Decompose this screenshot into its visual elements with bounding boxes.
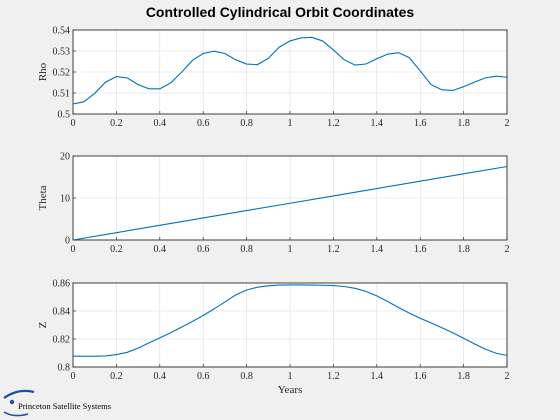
company-logo: Princeton Satellite Systems <box>3 389 111 417</box>
y-tick-label: 0.82 <box>53 335 71 346</box>
x-tick-label: 0.4 <box>154 371 167 382</box>
x-tick-label: 0.2 <box>110 244 123 255</box>
orbit-swoosh-icon-lower <box>3 411 29 417</box>
orbit-swoosh-icon <box>3 389 35 399</box>
x-tick-label: 0.2 <box>110 118 123 129</box>
figure-title: Controlled Cylindrical Orbit Coordinates <box>146 4 415 20</box>
y-tick-label: 0.84 <box>53 307 71 318</box>
x-tick-label: 2 <box>505 118 510 129</box>
y-axis-label: Rho <box>37 62 49 81</box>
x-tick-label: 1.8 <box>457 118 470 129</box>
x-tick-label: 0.6 <box>197 244 210 255</box>
x-tick-label: 1.4 <box>371 244 384 255</box>
x-tick-label: 0 <box>71 244 76 255</box>
series-line-1 <box>73 284 508 357</box>
y-axis-label: Theta <box>37 185 49 210</box>
x-axis-label: Years <box>278 384 303 396</box>
y-tick-label: 0.54 <box>53 26 71 37</box>
series-line-1 <box>72 36 508 105</box>
company-name: Princeton Satellite Systems <box>18 401 111 411</box>
x-tick-label: 0.8 <box>240 244 253 255</box>
x-tick-label: 0.4 <box>154 244 167 255</box>
x-tick-label: 0.6 <box>197 118 210 129</box>
subplot-3: 0 0.2 0.4 0.6 0.8 1 1.2 1.4 1.6 1.8 2 0.8 0.82 0.84 0.… <box>37 279 510 397</box>
x-tick-label: 2 <box>505 244 510 255</box>
x-tick-label: 0.8 <box>240 118 253 129</box>
subplots: 0 0.2 0.4 0.6 0.8 1 1.2 1.4 1.6 1.8 2 0.5 0.51 0.52 0.… <box>37 26 510 397</box>
subplot-1: 0 0.2 0.4 0.6 0.8 1 1.2 1.4 1.6 1.8 2 0.5 0.51 0.52 0.… <box>37 26 510 130</box>
y-tick-label: 0.5 <box>58 110 71 121</box>
x-tick-label: 1.2 <box>327 118 340 129</box>
x-tick-label: 0.2 <box>110 371 123 382</box>
x-tick-label: 2 <box>505 371 510 382</box>
x-tick-label: 1.2 <box>327 371 340 382</box>
x-tick-label: 1.6 <box>414 118 427 129</box>
y-tick-label: 0.51 <box>53 89 71 100</box>
y-tick-label: 0.8 <box>58 363 71 374</box>
axes-frame <box>72 282 508 368</box>
x-tick-label: 1.4 <box>371 371 384 382</box>
y-axis-label: Z <box>37 321 49 328</box>
x-tick-label: 0 <box>71 118 76 129</box>
x-tick-label: 1 <box>288 244 293 255</box>
x-tick-label: 1 <box>288 371 293 382</box>
x-tick-label: 1.6 <box>414 244 427 255</box>
x-tick-label: 1.6 <box>414 371 427 382</box>
x-tick-label: 1 <box>288 118 293 129</box>
x-tick-label: 1.2 <box>327 244 340 255</box>
y-tick-label: 0.86 <box>53 279 71 290</box>
axes-frame <box>72 155 508 241</box>
satellite-dot-icon <box>9 399 15 405</box>
x-tick-label: 0.6 <box>197 371 210 382</box>
x-tick-label: 0 <box>71 371 76 382</box>
y-tick-label: 0.53 <box>53 47 71 58</box>
x-tick-label: 0.4 <box>154 118 167 129</box>
x-tick-label: 1.4 <box>371 118 384 129</box>
series-line-1 <box>72 165 508 241</box>
y-tick-label: 20 <box>60 152 70 163</box>
y-tick-label: 0.52 <box>53 68 71 79</box>
x-tick-label: 1.8 <box>457 371 470 382</box>
x-tick-label: 1.8 <box>457 244 470 255</box>
axes-frame <box>72 29 508 115</box>
y-tick-label: 0 <box>65 236 70 247</box>
x-tick-label: 0.8 <box>240 371 253 382</box>
y-tick-label: 10 <box>60 194 70 205</box>
